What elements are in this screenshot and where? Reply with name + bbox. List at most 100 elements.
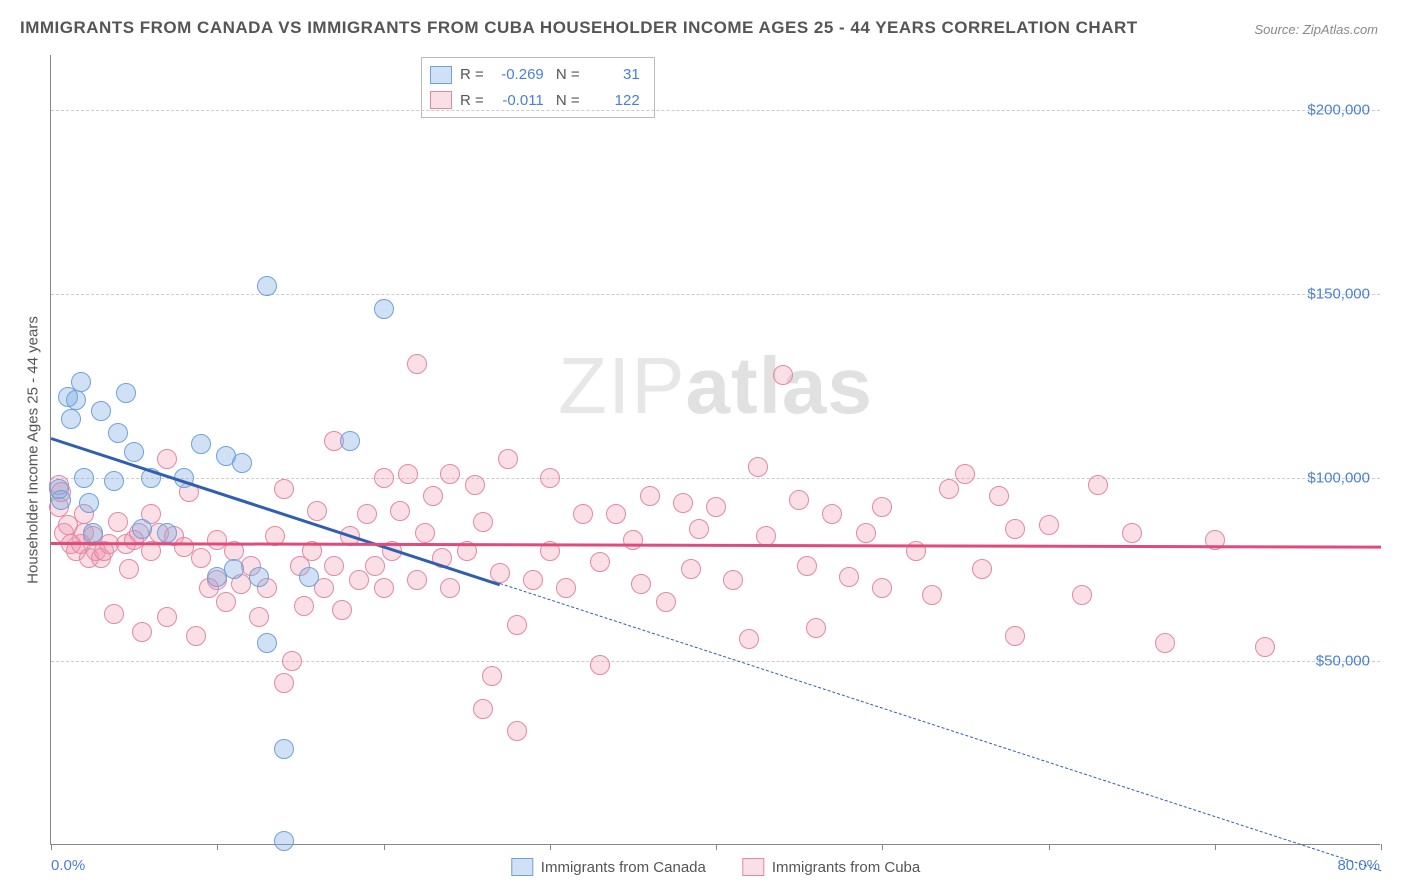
data-point	[440, 464, 460, 484]
y-tick-label: $150,000	[1307, 285, 1370, 302]
data-point	[507, 615, 527, 635]
x-tick	[51, 844, 52, 850]
data-point	[79, 493, 99, 513]
stat-label-n: N =	[552, 62, 580, 88]
data-point	[673, 493, 693, 513]
legend-swatch-cuba	[430, 91, 452, 109]
data-point	[773, 365, 793, 385]
data-point	[74, 468, 94, 488]
data-point	[939, 479, 959, 499]
data-point	[157, 607, 177, 627]
data-point	[186, 626, 206, 646]
data-point	[482, 666, 502, 686]
data-point	[1088, 475, 1108, 495]
data-point	[797, 556, 817, 576]
data-point	[407, 354, 427, 374]
data-point	[274, 739, 294, 759]
data-point	[556, 578, 576, 598]
legend-stats-box: R = -0.269 N = 31 R = -0.011 N = 122	[421, 57, 655, 118]
data-point	[374, 578, 394, 598]
trend-line	[51, 542, 1381, 549]
data-point	[507, 721, 527, 741]
data-point	[440, 578, 460, 598]
x-tick	[1215, 844, 1216, 850]
data-point	[681, 559, 701, 579]
data-point	[257, 633, 277, 653]
trend-line	[500, 583, 1381, 871]
data-point	[540, 468, 560, 488]
watermark: ZIPatlas	[558, 340, 873, 432]
data-point	[806, 618, 826, 638]
data-point	[61, 409, 81, 429]
x-tick	[384, 844, 385, 850]
data-point	[872, 497, 892, 517]
gridline	[51, 294, 1380, 295]
data-point	[108, 423, 128, 443]
gridline	[51, 661, 1380, 662]
data-point	[232, 453, 252, 473]
data-point	[294, 596, 314, 616]
x-tick	[217, 844, 218, 850]
legend-label-cuba: Immigrants from Cuba	[772, 859, 920, 876]
data-point	[955, 464, 975, 484]
data-point	[856, 523, 876, 543]
stat-label-r: R =	[460, 62, 484, 88]
legend-swatch-canada	[430, 66, 452, 84]
data-point	[473, 699, 493, 719]
legend-item-canada: Immigrants from Canada	[511, 858, 706, 876]
data-point	[257, 276, 277, 296]
data-point	[748, 457, 768, 477]
y-tick-label: $100,000	[1307, 469, 1370, 486]
data-point	[498, 449, 518, 469]
data-point	[623, 530, 643, 550]
data-point	[249, 567, 269, 587]
data-point	[1155, 633, 1175, 653]
data-point	[104, 471, 124, 491]
data-point	[274, 673, 294, 693]
data-point	[423, 486, 443, 506]
legend-item-cuba: Immigrants from Cuba	[742, 858, 920, 876]
data-point	[872, 578, 892, 598]
data-point	[922, 585, 942, 605]
data-point	[299, 567, 319, 587]
data-point	[689, 519, 709, 539]
data-point	[640, 486, 660, 506]
data-point	[473, 512, 493, 532]
data-point	[324, 556, 344, 576]
data-point	[66, 390, 86, 410]
y-tick-label: $50,000	[1316, 653, 1370, 670]
data-point	[83, 523, 103, 543]
data-point	[332, 600, 352, 620]
data-point	[132, 622, 152, 642]
data-point	[365, 556, 385, 576]
data-point	[357, 504, 377, 524]
scatter-plot-area: ZIPatlas Householder Income Ages 25 - 44…	[50, 55, 1380, 845]
data-point	[249, 607, 269, 627]
data-point	[606, 504, 626, 524]
data-point	[132, 519, 152, 539]
x-tick	[882, 844, 883, 850]
data-point	[739, 629, 759, 649]
data-point	[1122, 523, 1142, 543]
data-point	[972, 559, 992, 579]
x-tick	[1049, 844, 1050, 850]
data-point	[157, 449, 177, 469]
data-point	[839, 567, 859, 587]
data-point	[340, 431, 360, 451]
data-point	[1005, 519, 1025, 539]
y-axis-title: Householder Income Ages 25 - 44 years	[25, 316, 42, 584]
data-point	[723, 570, 743, 590]
gridline	[51, 110, 1380, 111]
x-tick	[550, 844, 551, 850]
data-point	[1255, 637, 1275, 657]
data-point	[274, 831, 294, 851]
data-point	[1005, 626, 1025, 646]
data-point	[91, 401, 111, 421]
data-point	[119, 559, 139, 579]
watermark-thin: ZIP	[558, 341, 685, 430]
data-point	[191, 434, 211, 454]
data-point	[631, 574, 651, 594]
data-point	[216, 592, 236, 612]
source-attribution: Source: ZipAtlas.com	[1254, 22, 1378, 37]
chart-title: IMMIGRANTS FROM CANADA VS IMMIGRANTS FRO…	[20, 18, 1138, 38]
